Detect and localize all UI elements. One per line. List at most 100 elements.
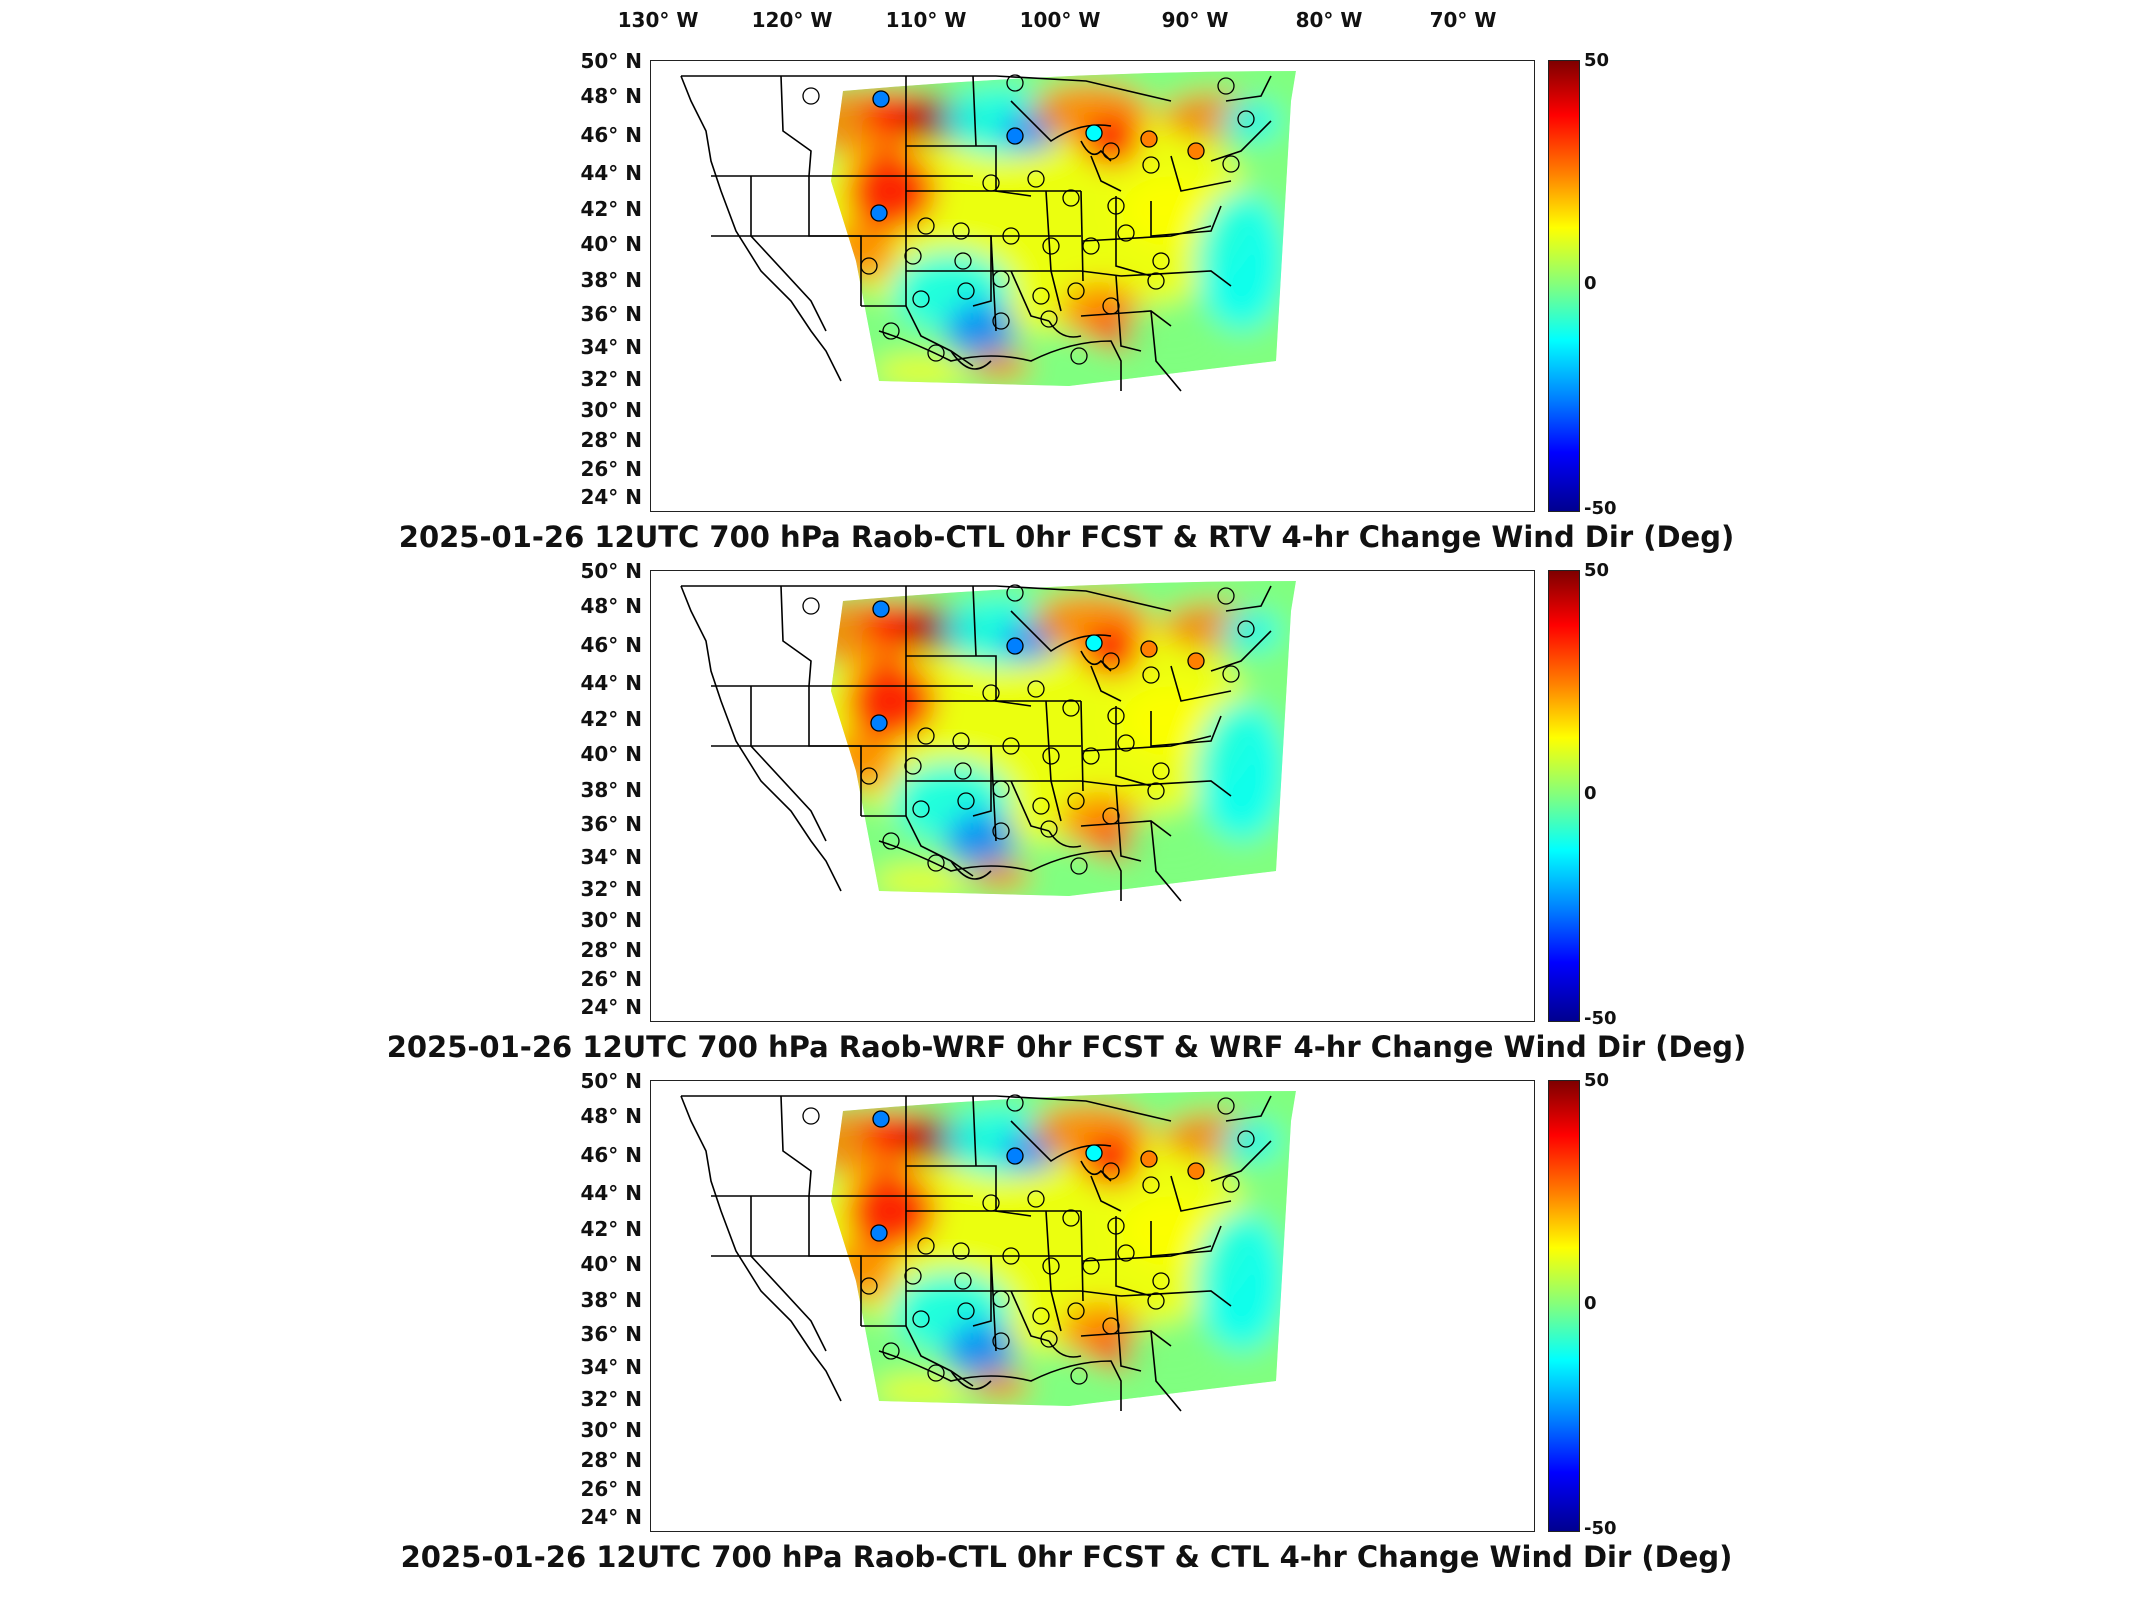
- raob-station-marker: [802, 87, 820, 105]
- raob-station-marker: [1147, 272, 1165, 290]
- raob-station-marker: [1107, 707, 1125, 725]
- raob-station-marker: [882, 322, 900, 340]
- raob-station-marker: [904, 1267, 922, 1285]
- lat-label: 30° N: [580, 1418, 642, 1442]
- colorbar: [1548, 60, 1580, 512]
- raob-station-marker: [1082, 237, 1100, 255]
- raob-station-marker: [860, 767, 878, 785]
- raob-station-marker: [1147, 1292, 1165, 1310]
- raob-station-marker: [872, 90, 890, 108]
- lon-label: 80° W: [1295, 8, 1363, 32]
- raob-station-marker: [1102, 807, 1120, 825]
- raob-station-marker: [1067, 792, 1085, 810]
- raob-station-marker: [1032, 287, 1050, 305]
- lat-label: 30° N: [580, 398, 642, 422]
- raob-station-marker: [992, 312, 1010, 330]
- lat-label: 24° N: [580, 1505, 642, 1529]
- lat-label: 24° N: [580, 995, 642, 1019]
- raob-station-marker: [927, 344, 945, 362]
- raob-station-marker: [952, 222, 970, 240]
- raob-station-marker: [927, 1364, 945, 1382]
- colorbar-min-label: -50: [1584, 1518, 1617, 1539]
- raob-station-marker: [1085, 1144, 1103, 1162]
- lat-label: 46° N: [580, 633, 642, 657]
- raob-station-marker: [1042, 747, 1060, 765]
- raob-station-marker: [872, 1110, 890, 1128]
- colorbar-mid-label: 0: [1584, 1293, 1597, 1314]
- raob-station-marker: [1042, 237, 1060, 255]
- lon-label: 70° W: [1429, 8, 1497, 32]
- raob-station-marker: [1142, 666, 1160, 684]
- lat-label: 44° N: [580, 1181, 642, 1205]
- raob-station-marker: [1027, 680, 1045, 698]
- lat-label: 46° N: [580, 123, 642, 147]
- panel-title: 2025-01-26 12UTC 700 hPa Raob-WRF 0hr FC…: [386, 1030, 1747, 1064]
- raob-station-marker: [1237, 110, 1255, 128]
- raob-station-marker: [1002, 737, 1020, 755]
- raob-station-marker: [1107, 1217, 1125, 1235]
- raob-station-marker: [1222, 155, 1240, 173]
- lat-label: 50° N: [580, 49, 642, 73]
- raob-station-marker: [1217, 77, 1235, 95]
- raob-stations: [802, 1094, 1255, 1385]
- raob-station-marker: [1006, 74, 1024, 92]
- raob-station-marker: [1040, 820, 1058, 838]
- raob-station-marker: [1217, 587, 1235, 605]
- lat-label: 50° N: [580, 559, 642, 583]
- raob-station-marker: [1085, 634, 1103, 652]
- raob-station-marker: [957, 1302, 975, 1320]
- raob-station-marker: [904, 247, 922, 265]
- lat-label: 32° N: [580, 367, 642, 391]
- raob-station-marker: [1187, 1162, 1205, 1180]
- map-plot: [680, 71, 1296, 392]
- lat-label: 40° N: [580, 1252, 642, 1276]
- raob-station-marker: [952, 732, 970, 750]
- raob-station-marker: [1085, 124, 1103, 142]
- lon-label: 90° W: [1161, 8, 1229, 32]
- raob-station-marker: [1102, 1162, 1120, 1180]
- colorbar: [1548, 570, 1580, 1022]
- raob-station-marker: [1222, 665, 1240, 683]
- lat-label: 48° N: [580, 84, 642, 108]
- raob-station-marker: [957, 792, 975, 810]
- raob-station-marker: [1142, 1176, 1160, 1194]
- raob-station-marker: [912, 290, 930, 308]
- raob-station-marker: [1152, 762, 1170, 780]
- raob-station-marker: [917, 1237, 935, 1255]
- raob-station-marker: [982, 684, 1000, 702]
- raob-station-marker: [1070, 857, 1088, 875]
- raob-station-marker: [1062, 189, 1080, 207]
- raob-station-marker: [1117, 224, 1135, 242]
- lat-label: 36° N: [580, 302, 642, 326]
- lon-label: 100° W: [1019, 8, 1101, 32]
- lat-label: 32° N: [580, 1387, 642, 1411]
- map-frame: [650, 60, 1535, 512]
- lat-label: 42° N: [580, 197, 642, 221]
- raob-station-marker: [1070, 347, 1088, 365]
- raob-station-marker: [917, 727, 935, 745]
- raob-station-marker: [1006, 584, 1024, 602]
- colorbar-max-label: 50: [1584, 50, 1610, 71]
- lat-label: 42° N: [580, 707, 642, 731]
- raob-station-marker: [1002, 227, 1020, 245]
- raob-station-marker: [1217, 1097, 1235, 1115]
- lat-label: 42° N: [580, 1217, 642, 1241]
- raob-station-marker: [1042, 1257, 1060, 1275]
- raob-station-marker: [1082, 1257, 1100, 1275]
- raob-station-marker: [1027, 1190, 1045, 1208]
- raob-station-marker: [870, 714, 888, 732]
- lat-label: 28° N: [580, 428, 642, 452]
- raob-station-marker: [992, 780, 1010, 798]
- raob-station-marker: [1040, 1330, 1058, 1348]
- raob-station-marker: [1006, 1094, 1024, 1112]
- raob-station-marker: [1187, 652, 1205, 670]
- raob-station-marker: [1102, 297, 1120, 315]
- raob-station-marker: [1117, 1244, 1135, 1262]
- raob-station-marker: [1152, 252, 1170, 270]
- raob-station-marker: [1187, 142, 1205, 160]
- raob-station-marker: [917, 217, 935, 235]
- lat-label: 26° N: [580, 1477, 642, 1501]
- lat-label: 28° N: [580, 1448, 642, 1472]
- lon-label: 130° W: [617, 8, 699, 32]
